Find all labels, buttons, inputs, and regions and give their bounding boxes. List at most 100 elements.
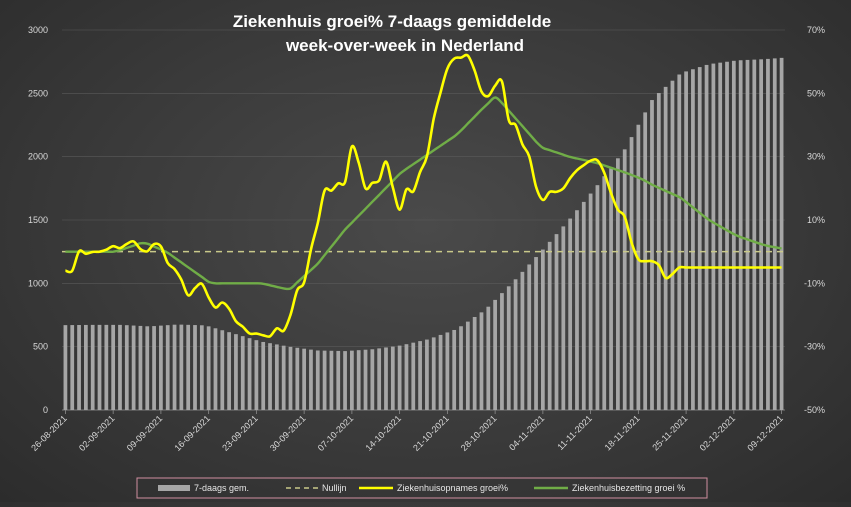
bar-7daags	[377, 348, 382, 410]
bar-7daags	[500, 293, 504, 410]
bar-7daags	[329, 350, 334, 410]
bar-7daags	[193, 325, 197, 410]
bar-7daags	[315, 350, 320, 410]
x-tick-label: 26-08-2021	[29, 413, 69, 453]
bar-7daags	[718, 62, 723, 410]
bar-7daags	[486, 306, 491, 410]
bar-7daags	[363, 349, 368, 410]
bar-7daags	[288, 346, 293, 410]
y-left-tick-label: 2500	[28, 88, 48, 98]
bar-7daags	[234, 334, 238, 410]
bar-7daags	[418, 341, 422, 410]
bar-7daags	[711, 63, 716, 410]
x-tick-label: 07-10-2021	[316, 413, 356, 453]
bar-7daags	[111, 324, 116, 410]
bar-7daags	[779, 57, 784, 410]
y-left-tick-label: 500	[33, 342, 48, 352]
bar-7daags	[438, 334, 443, 410]
legend-label-opnames: Ziekenhuisopnames groei%	[397, 483, 508, 493]
legend-box	[136, 477, 708, 499]
bar-7daags	[425, 339, 429, 410]
bar-7daags	[356, 350, 361, 410]
bar-7daags	[152, 326, 156, 410]
x-tick-label: 02-09-2021	[77, 413, 117, 453]
bar-7daags	[411, 342, 416, 410]
line-series-bezetting	[65, 96, 782, 291]
bar-7daags	[670, 80, 675, 410]
bar-7daags	[602, 176, 607, 410]
bar-7daags	[452, 329, 457, 410]
bar-7daags	[479, 312, 484, 410]
bar-7daags	[472, 316, 477, 410]
bar-7daags	[745, 59, 750, 411]
y-axis-left: 0 500 1000 1500 2000 2500 3000	[28, 25, 48, 415]
bar-7daags	[83, 324, 88, 410]
bar-7daags	[431, 337, 436, 410]
bar-7daags	[752, 59, 757, 410]
bar-7daags	[322, 350, 327, 410]
bar-7daags	[309, 349, 313, 410]
bar-7daags	[527, 264, 532, 410]
bar-7daags	[138, 325, 143, 410]
bar-7daags	[397, 345, 402, 410]
bar-7daags	[199, 325, 204, 410]
y-left-tick-label: 1000	[28, 278, 48, 288]
x-tick-label: 14-10-2021	[363, 413, 403, 453]
bar-7daags	[131, 325, 136, 410]
bar-7daags	[759, 59, 764, 411]
legend-label-bars: 7-daags gem.	[194, 483, 249, 493]
bar-7daags	[691, 69, 695, 410]
bar-7daags	[186, 324, 191, 410]
y-right-tick-label: 50%	[807, 88, 825, 98]
x-tick-label: 02-12-2021	[698, 413, 738, 453]
x-tick-label: 11-11-2021	[555, 413, 594, 452]
bar-7daags	[63, 325, 68, 410]
bar-7daags	[220, 330, 225, 410]
bar-7daags	[384, 347, 388, 410]
bar-7daags	[370, 349, 375, 410]
bar-7daags	[697, 67, 702, 410]
x-tick-label: 30-09-2021	[268, 413, 308, 453]
y-axis-right: -50% -30% -10% 10% 30% 50% 70%	[804, 25, 825, 415]
bar-7daags	[738, 60, 743, 410]
bar-7daags	[561, 226, 566, 410]
bar-7daags	[534, 257, 538, 410]
bar-7daags	[336, 350, 341, 410]
bar-7daags	[663, 86, 668, 410]
line-series-opnames	[65, 53, 782, 338]
bar-7daags	[165, 325, 170, 410]
chart-title-line-2: week-over-week in Nederland	[285, 36, 524, 55]
bar-7daags	[159, 325, 163, 410]
bar-7daags	[302, 348, 307, 410]
bar-7daags	[766, 58, 770, 410]
bar-7daags	[547, 241, 552, 410]
x-tick-label: 04-11-2021	[507, 413, 546, 452]
bar-7daags	[295, 347, 300, 410]
y-right-tick-label: 10%	[807, 215, 825, 225]
y-left-tick-label: 0	[43, 405, 48, 415]
bar-7daags	[227, 332, 231, 410]
x-tick-label: 09-09-2021	[125, 413, 165, 453]
bar-7daags	[622, 149, 627, 410]
bar-7daags	[506, 286, 511, 410]
bar-7daags	[684, 71, 688, 410]
bar-7daags	[629, 137, 634, 411]
bar-7daags	[575, 210, 579, 410]
bar-7daags	[588, 193, 593, 410]
bar-7daags	[124, 325, 129, 410]
bar-7daags	[772, 58, 777, 410]
bar-7daags	[240, 336, 245, 410]
bar-7daags	[247, 338, 252, 410]
bar-7daags	[104, 324, 109, 410]
bar-7daags	[77, 325, 81, 410]
bar-7daags	[390, 346, 395, 410]
y-left-tick-label: 1500	[28, 215, 48, 225]
bar-7daags	[274, 344, 279, 410]
bar-7daags	[677, 74, 682, 410]
bar-7daags	[343, 351, 347, 410]
y-right-tick-label: 70%	[807, 25, 825, 35]
bar-7daags	[213, 328, 218, 410]
x-tick-label: 23-09-2021	[220, 413, 260, 453]
bar-7daags	[445, 332, 450, 410]
